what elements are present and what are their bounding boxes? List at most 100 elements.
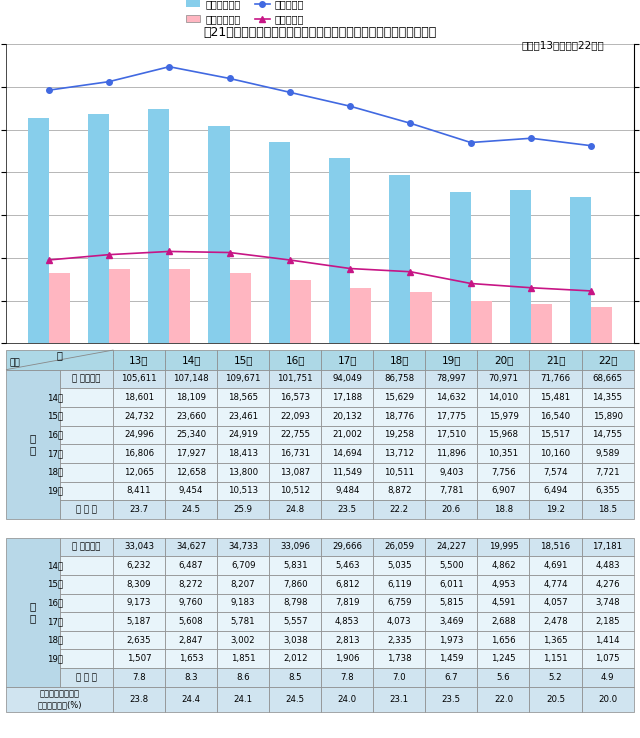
Bar — [165, 556, 217, 575]
Text: 4,591: 4,591 — [492, 599, 516, 607]
Bar — [165, 482, 217, 500]
Bar — [477, 407, 529, 426]
Bar — [373, 649, 426, 668]
Bar — [49, 273, 70, 343]
Text: 16歳: 16歳 — [47, 599, 63, 607]
Bar — [217, 350, 269, 370]
Bar — [426, 575, 477, 593]
Bar — [165, 575, 217, 593]
Bar — [165, 388, 217, 407]
Bar — [426, 350, 477, 370]
Bar — [373, 556, 426, 575]
Text: 24.5: 24.5 — [182, 505, 201, 514]
Bar — [217, 593, 269, 612]
Bar — [582, 370, 634, 388]
Bar — [529, 350, 582, 370]
Bar — [165, 687, 217, 712]
Text: 8,411: 8,411 — [127, 486, 152, 495]
Text: 14,355: 14,355 — [593, 393, 623, 402]
Text: 1,738: 1,738 — [387, 655, 412, 663]
Text: 14,010: 14,010 — [488, 393, 518, 402]
Text: 9,173: 9,173 — [127, 599, 151, 607]
Text: 18,601: 18,601 — [124, 393, 154, 402]
Text: 109,671: 109,671 — [225, 374, 261, 384]
Bar — [373, 370, 426, 388]
Bar — [60, 388, 113, 407]
Text: 8,272: 8,272 — [179, 579, 204, 589]
Bar — [6, 370, 60, 519]
Text: 23.5: 23.5 — [442, 695, 461, 704]
Text: 6,494: 6,494 — [543, 486, 568, 495]
Text: 8,798: 8,798 — [283, 599, 307, 607]
Bar — [373, 350, 426, 370]
Text: 6,011: 6,011 — [439, 579, 464, 589]
Bar — [373, 687, 426, 712]
Text: 22,755: 22,755 — [280, 430, 310, 439]
Text: 17,510: 17,510 — [436, 430, 467, 439]
Text: 総 数（人）: 総 数（人） — [72, 374, 100, 384]
Text: 9,589: 9,589 — [595, 449, 620, 458]
Text: 20.5: 20.5 — [546, 695, 565, 704]
Text: 14,755: 14,755 — [593, 430, 623, 439]
Bar — [426, 444, 477, 463]
Text: 刑法犯少年に占め
る女子の割合(%): 刑法犯少年に占め る女子の割合(%) — [38, 690, 82, 709]
Bar — [373, 612, 426, 631]
Text: 9,760: 9,760 — [179, 599, 204, 607]
Bar — [477, 556, 529, 575]
Bar — [321, 426, 373, 444]
Bar — [582, 407, 634, 426]
Bar — [269, 482, 321, 500]
Text: 94,049: 94,049 — [332, 374, 362, 384]
Bar — [269, 687, 321, 712]
Bar — [269, 631, 321, 649]
Text: 3,748: 3,748 — [595, 599, 620, 607]
Text: 7,756: 7,756 — [491, 468, 516, 477]
Bar — [582, 668, 634, 687]
Bar — [321, 612, 373, 631]
Bar — [426, 687, 477, 712]
Bar — [60, 537, 113, 556]
Bar — [477, 612, 529, 631]
Bar — [373, 631, 426, 649]
Bar — [531, 304, 552, 343]
Bar — [582, 687, 634, 712]
Bar — [477, 668, 529, 687]
Text: 23,461: 23,461 — [228, 412, 258, 421]
Bar — [217, 612, 269, 631]
Bar — [582, 482, 634, 500]
Text: 17年: 17年 — [337, 355, 357, 365]
Bar — [321, 463, 373, 482]
Bar — [217, 668, 269, 687]
Bar — [570, 196, 591, 343]
Bar — [217, 537, 269, 556]
Text: 区分: 区分 — [10, 359, 20, 368]
Bar — [582, 500, 634, 519]
Text: 6,119: 6,119 — [387, 579, 412, 589]
Text: 14年: 14年 — [181, 355, 201, 365]
Text: 19年: 19年 — [442, 355, 461, 365]
Text: 11,549: 11,549 — [332, 468, 362, 477]
Bar — [529, 612, 582, 631]
Bar — [321, 556, 373, 575]
Bar — [113, 388, 165, 407]
Text: 19,258: 19,258 — [385, 430, 414, 439]
Text: 68,665: 68,665 — [593, 374, 623, 384]
Bar — [321, 500, 373, 519]
Text: 14,694: 14,694 — [332, 449, 362, 458]
Text: 107,148: 107,148 — [173, 374, 209, 384]
Bar — [109, 269, 130, 343]
Bar — [582, 593, 634, 612]
Text: 男
子: 男 子 — [30, 433, 36, 455]
Text: 1,656: 1,656 — [491, 635, 516, 645]
Text: 17歳: 17歳 — [47, 449, 63, 458]
Bar — [60, 426, 113, 444]
Text: 25,340: 25,340 — [176, 430, 206, 439]
Bar — [217, 556, 269, 575]
Bar — [582, 631, 634, 649]
Bar — [269, 350, 321, 370]
Bar — [582, 444, 634, 463]
Bar — [60, 631, 113, 649]
Bar — [373, 463, 426, 482]
Text: 総 数（人）: 総 数（人） — [72, 542, 100, 551]
Text: 1,459: 1,459 — [439, 655, 463, 663]
